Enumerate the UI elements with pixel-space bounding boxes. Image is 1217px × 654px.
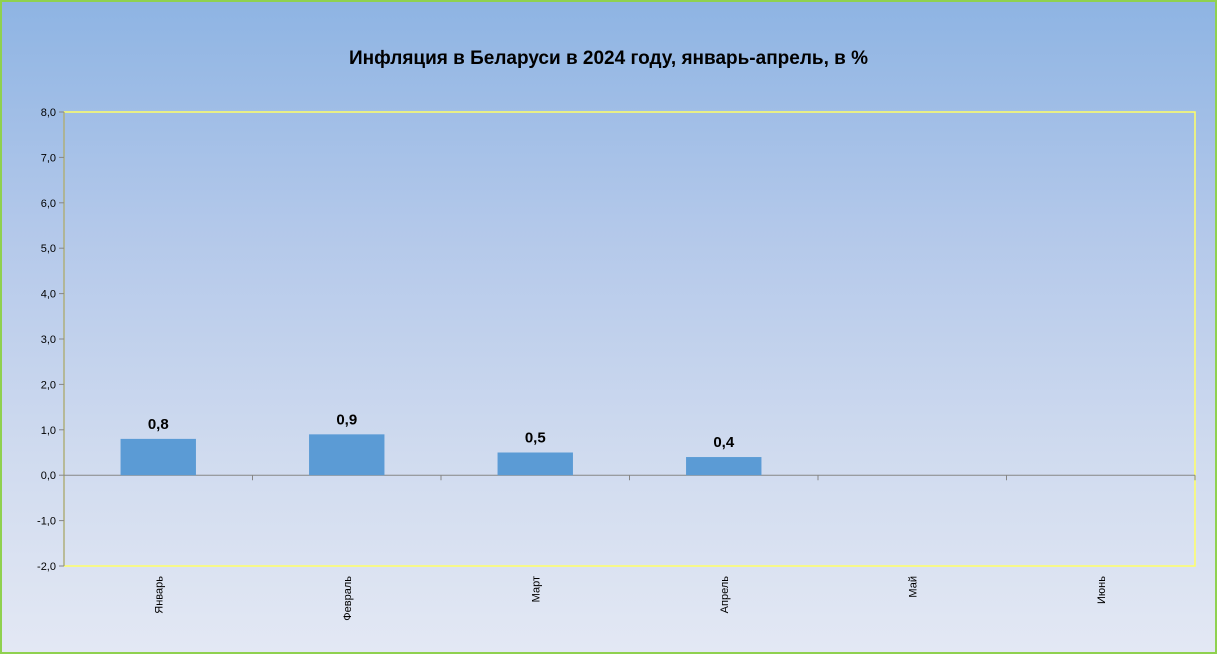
bar-3 bbox=[497, 452, 573, 476]
y-tick-label: 0,0 bbox=[41, 470, 56, 482]
y-tick-label: 6,0 bbox=[41, 198, 56, 210]
y-tick-label: 2,0 bbox=[41, 379, 56, 391]
data-label-4: 0,4 bbox=[713, 434, 735, 451]
data-label-2: 0,9 bbox=[336, 411, 357, 428]
x-tick-label: Февраль bbox=[342, 576, 354, 621]
y-tick-label: 3,0 bbox=[41, 334, 56, 346]
x-tick-label: Январь bbox=[153, 576, 165, 614]
y-tick-label: 5,0 bbox=[41, 243, 56, 255]
bar-1 bbox=[120, 438, 196, 476]
x-tick-label: Март bbox=[530, 576, 542, 602]
x-tick-label: Апрель bbox=[719, 576, 731, 614]
y-tick-label: 4,0 bbox=[41, 289, 56, 301]
data-label-1: 0,8 bbox=[148, 416, 169, 433]
y-tick-label: 1,0 bbox=[41, 425, 56, 437]
bar-4 bbox=[686, 457, 762, 476]
data-label-3: 0,5 bbox=[525, 430, 546, 447]
plot-border bbox=[63, 111, 1196, 567]
y-tick-label: 7,0 bbox=[41, 152, 56, 164]
chart-title: Инфляция в Беларуси в 2024 году, январь-… bbox=[348, 48, 869, 69]
bar-2 bbox=[309, 434, 385, 476]
x-tick-label: Июнь bbox=[1096, 576, 1108, 604]
x-tick-label: Май bbox=[907, 576, 919, 598]
y-tick-label: 8,0 bbox=[41, 107, 56, 119]
y-tick-label: -2,0 bbox=[37, 561, 56, 573]
y-tick-label: -1,0 bbox=[37, 516, 56, 528]
